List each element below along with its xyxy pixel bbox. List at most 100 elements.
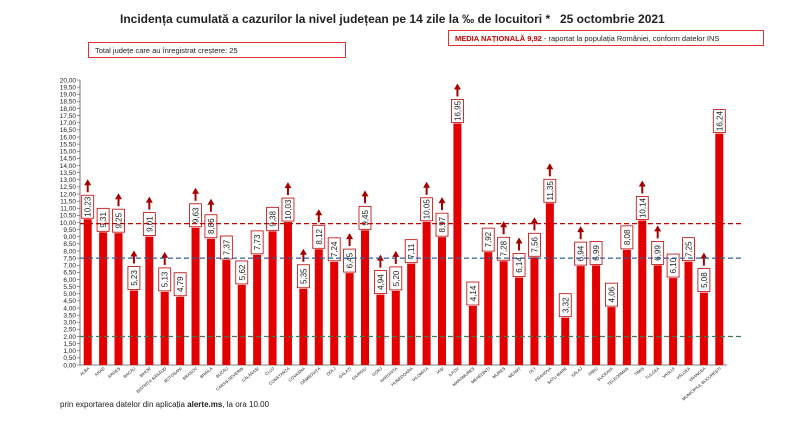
bar-value-label: 5,20 (389, 266, 403, 291)
chart-title: Incidența cumulată a cazurilor la nivel … (120, 12, 551, 26)
y-tick-label: 3,00 (63, 320, 76, 327)
bar-value-label: 9,31 (96, 207, 110, 232)
y-tick-label: 4,00 (63, 305, 76, 312)
y-tick-label: 9,50 (63, 227, 76, 234)
svg-text:16,95: 16,95 (453, 100, 462, 121)
category-label: NEAMȚ (507, 366, 522, 380)
category-label: TIMIȘ (633, 366, 645, 377)
category-label: GIURGIU (351, 366, 368, 381)
y-tick-label: 16,50 (60, 127, 77, 134)
bar-value-label: 3,32 (558, 293, 572, 318)
bar (314, 249, 323, 365)
svg-text:3,32: 3,32 (561, 297, 570, 313)
y-tick-label: 2,00 (63, 334, 76, 341)
svg-text:9,01: 9,01 (145, 216, 154, 232)
bar-value-label: 10,14 (635, 196, 649, 220)
category-label: IALOMIȚA (411, 366, 429, 383)
svg-text:10,03: 10,03 (284, 199, 293, 220)
increase-arrowhead-icon (115, 193, 123, 200)
bar-value-label: 5,08 (697, 268, 711, 293)
bar-value-label: 16,95 (451, 99, 464, 123)
bar (468, 306, 477, 365)
bar-value-label: 6,14 (512, 253, 526, 277)
svg-text:5,23: 5,23 (130, 270, 139, 286)
bar-value-label: 5,13 (158, 267, 172, 292)
bar (345, 273, 354, 365)
increase-arrowhead-icon (192, 187, 200, 194)
y-tick-label: 5,00 (63, 291, 76, 298)
increase-arrowhead-icon (423, 181, 431, 188)
increase-arrowhead-icon (453, 83, 461, 90)
bar (160, 291, 169, 365)
category-label: ARGEȘ (107, 366, 122, 379)
y-tick-label: 17,50 (60, 113, 77, 120)
y-tick-label: 7,50 (63, 255, 76, 262)
y-tick-label: 19,50 (60, 84, 77, 91)
bar (653, 265, 662, 365)
bar-value-label: 6,99 (589, 240, 603, 265)
bar-value-label: 6,45 (343, 248, 356, 273)
increase-arrowhead-icon (546, 163, 554, 170)
bar (592, 265, 601, 365)
bar-value-label: 4,06 (605, 282, 618, 307)
category-label: SIBIU (587, 366, 599, 377)
y-tick-label: 12,00 (60, 191, 77, 198)
category-label: ALBA (79, 366, 91, 377)
bar (684, 261, 693, 365)
increase-arrowhead-icon (700, 252, 708, 259)
svg-text:5,62: 5,62 (238, 264, 247, 280)
y-tick-label: 18,00 (60, 106, 77, 113)
increase-arrowhead-icon (654, 225, 662, 232)
y-tick-label: 19,00 (60, 92, 77, 99)
category-label: IAȘI (435, 366, 444, 375)
increase-arrowhead-icon (392, 250, 400, 257)
y-tick-label: 10,00 (60, 220, 77, 227)
svg-text:6,94: 6,94 (577, 245, 586, 261)
svg-text:5,08: 5,08 (700, 272, 709, 288)
increase-arrowhead-icon (84, 179, 92, 186)
bar (391, 290, 400, 365)
bar-value-label: 8,12 (312, 224, 326, 249)
source-suffix: , la ora 10.00 (222, 400, 270, 409)
y-tick-label: 14,00 (60, 163, 77, 170)
increase-count-box: Total județe care au înregistrat creșter… (88, 42, 346, 58)
chart-date: 25 octombrie 2021 (560, 12, 665, 26)
bar (83, 219, 92, 365)
bar (669, 278, 678, 365)
y-tick-label: 10,50 (60, 213, 77, 220)
bar-value-label: 6,99 (651, 240, 665, 265)
y-tick-label: 12,50 (60, 184, 77, 191)
bar (237, 284, 246, 365)
svg-text:9,63: 9,63 (192, 207, 201, 223)
y-tick-label: 16,00 (60, 134, 77, 141)
svg-text:9,25: 9,25 (115, 212, 124, 228)
bar-value-label: 5,23 (127, 266, 141, 290)
bar (129, 290, 138, 365)
svg-text:6,45: 6,45 (346, 252, 355, 268)
increase-arrowhead-icon (130, 250, 138, 257)
bar (268, 231, 277, 365)
bar-value-label: 7,24 (327, 237, 341, 262)
bar-value-label: 9,45 (358, 205, 372, 230)
bar (191, 227, 200, 365)
y-tick-label: 8,50 (63, 241, 76, 248)
source-prefix: prin exportarea datelor din aplicația (60, 400, 188, 409)
bar (376, 294, 385, 365)
bar (715, 133, 724, 365)
bar-value-label: 6,10 (666, 253, 680, 278)
bar (453, 123, 462, 366)
svg-text:4,14: 4,14 (469, 285, 478, 301)
y-tick-label: 13,50 (60, 170, 77, 177)
svg-text:7,73: 7,73 (253, 234, 262, 250)
category-label: MUREȘ (491, 366, 506, 380)
y-tick-label: 18,50 (60, 99, 77, 106)
bar (499, 261, 508, 365)
y-tick-label: 6,50 (63, 270, 76, 277)
bar-value-label: 4,14 (466, 281, 480, 306)
bar (530, 257, 539, 365)
bar (99, 232, 108, 365)
y-tick-label: 3,50 (63, 312, 76, 319)
national-average-label: MEDIA NAȚIONALĂ (455, 34, 526, 43)
